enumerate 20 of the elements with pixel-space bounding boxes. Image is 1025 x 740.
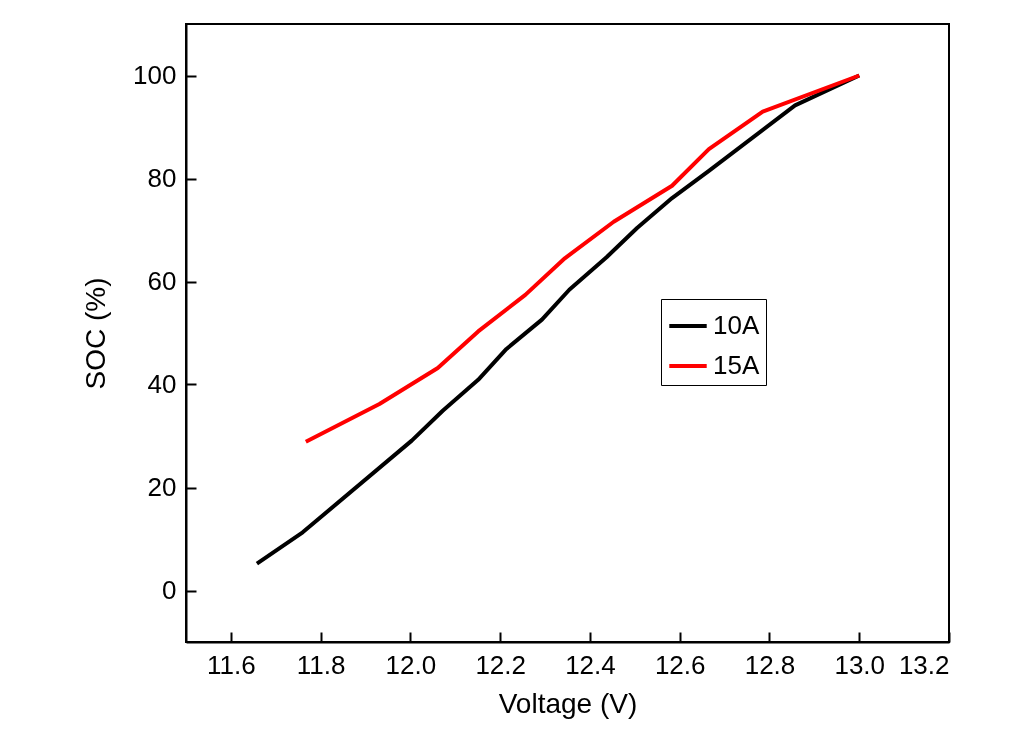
x-tick-label: 12.2 [475, 649, 526, 680]
y-tick-label: 80 [147, 163, 177, 193]
x-tick-label: 12.8 [744, 649, 796, 680]
y-axis-title: SOC (%) [80, 277, 112, 390]
line-series [303, 73, 862, 444]
x-tick-label: 12.0 [385, 649, 437, 680]
legend-label: 10A [713, 310, 760, 340]
x-tick-label: 13.0 [834, 649, 886, 680]
x-tick-label: 12.4 [565, 649, 616, 680]
x-axis-title: Voltage (V) [498, 687, 638, 719]
y-tick-label: 100 [133, 60, 177, 90]
x-tick-label: 11.8 [296, 649, 346, 680]
x-tick-label: 13.2 [898, 649, 950, 680]
x-tick-label: 11.6 [207, 649, 256, 680]
legend-label: 15A [713, 350, 760, 380]
x-tick-label: 12.6 [654, 649, 706, 680]
y-tick-label: 0 [162, 575, 177, 605]
y-tick-label: 60 [147, 266, 177, 296]
y-tick-label: 40 [147, 369, 177, 399]
y-tick-label: 20 [147, 472, 177, 502]
